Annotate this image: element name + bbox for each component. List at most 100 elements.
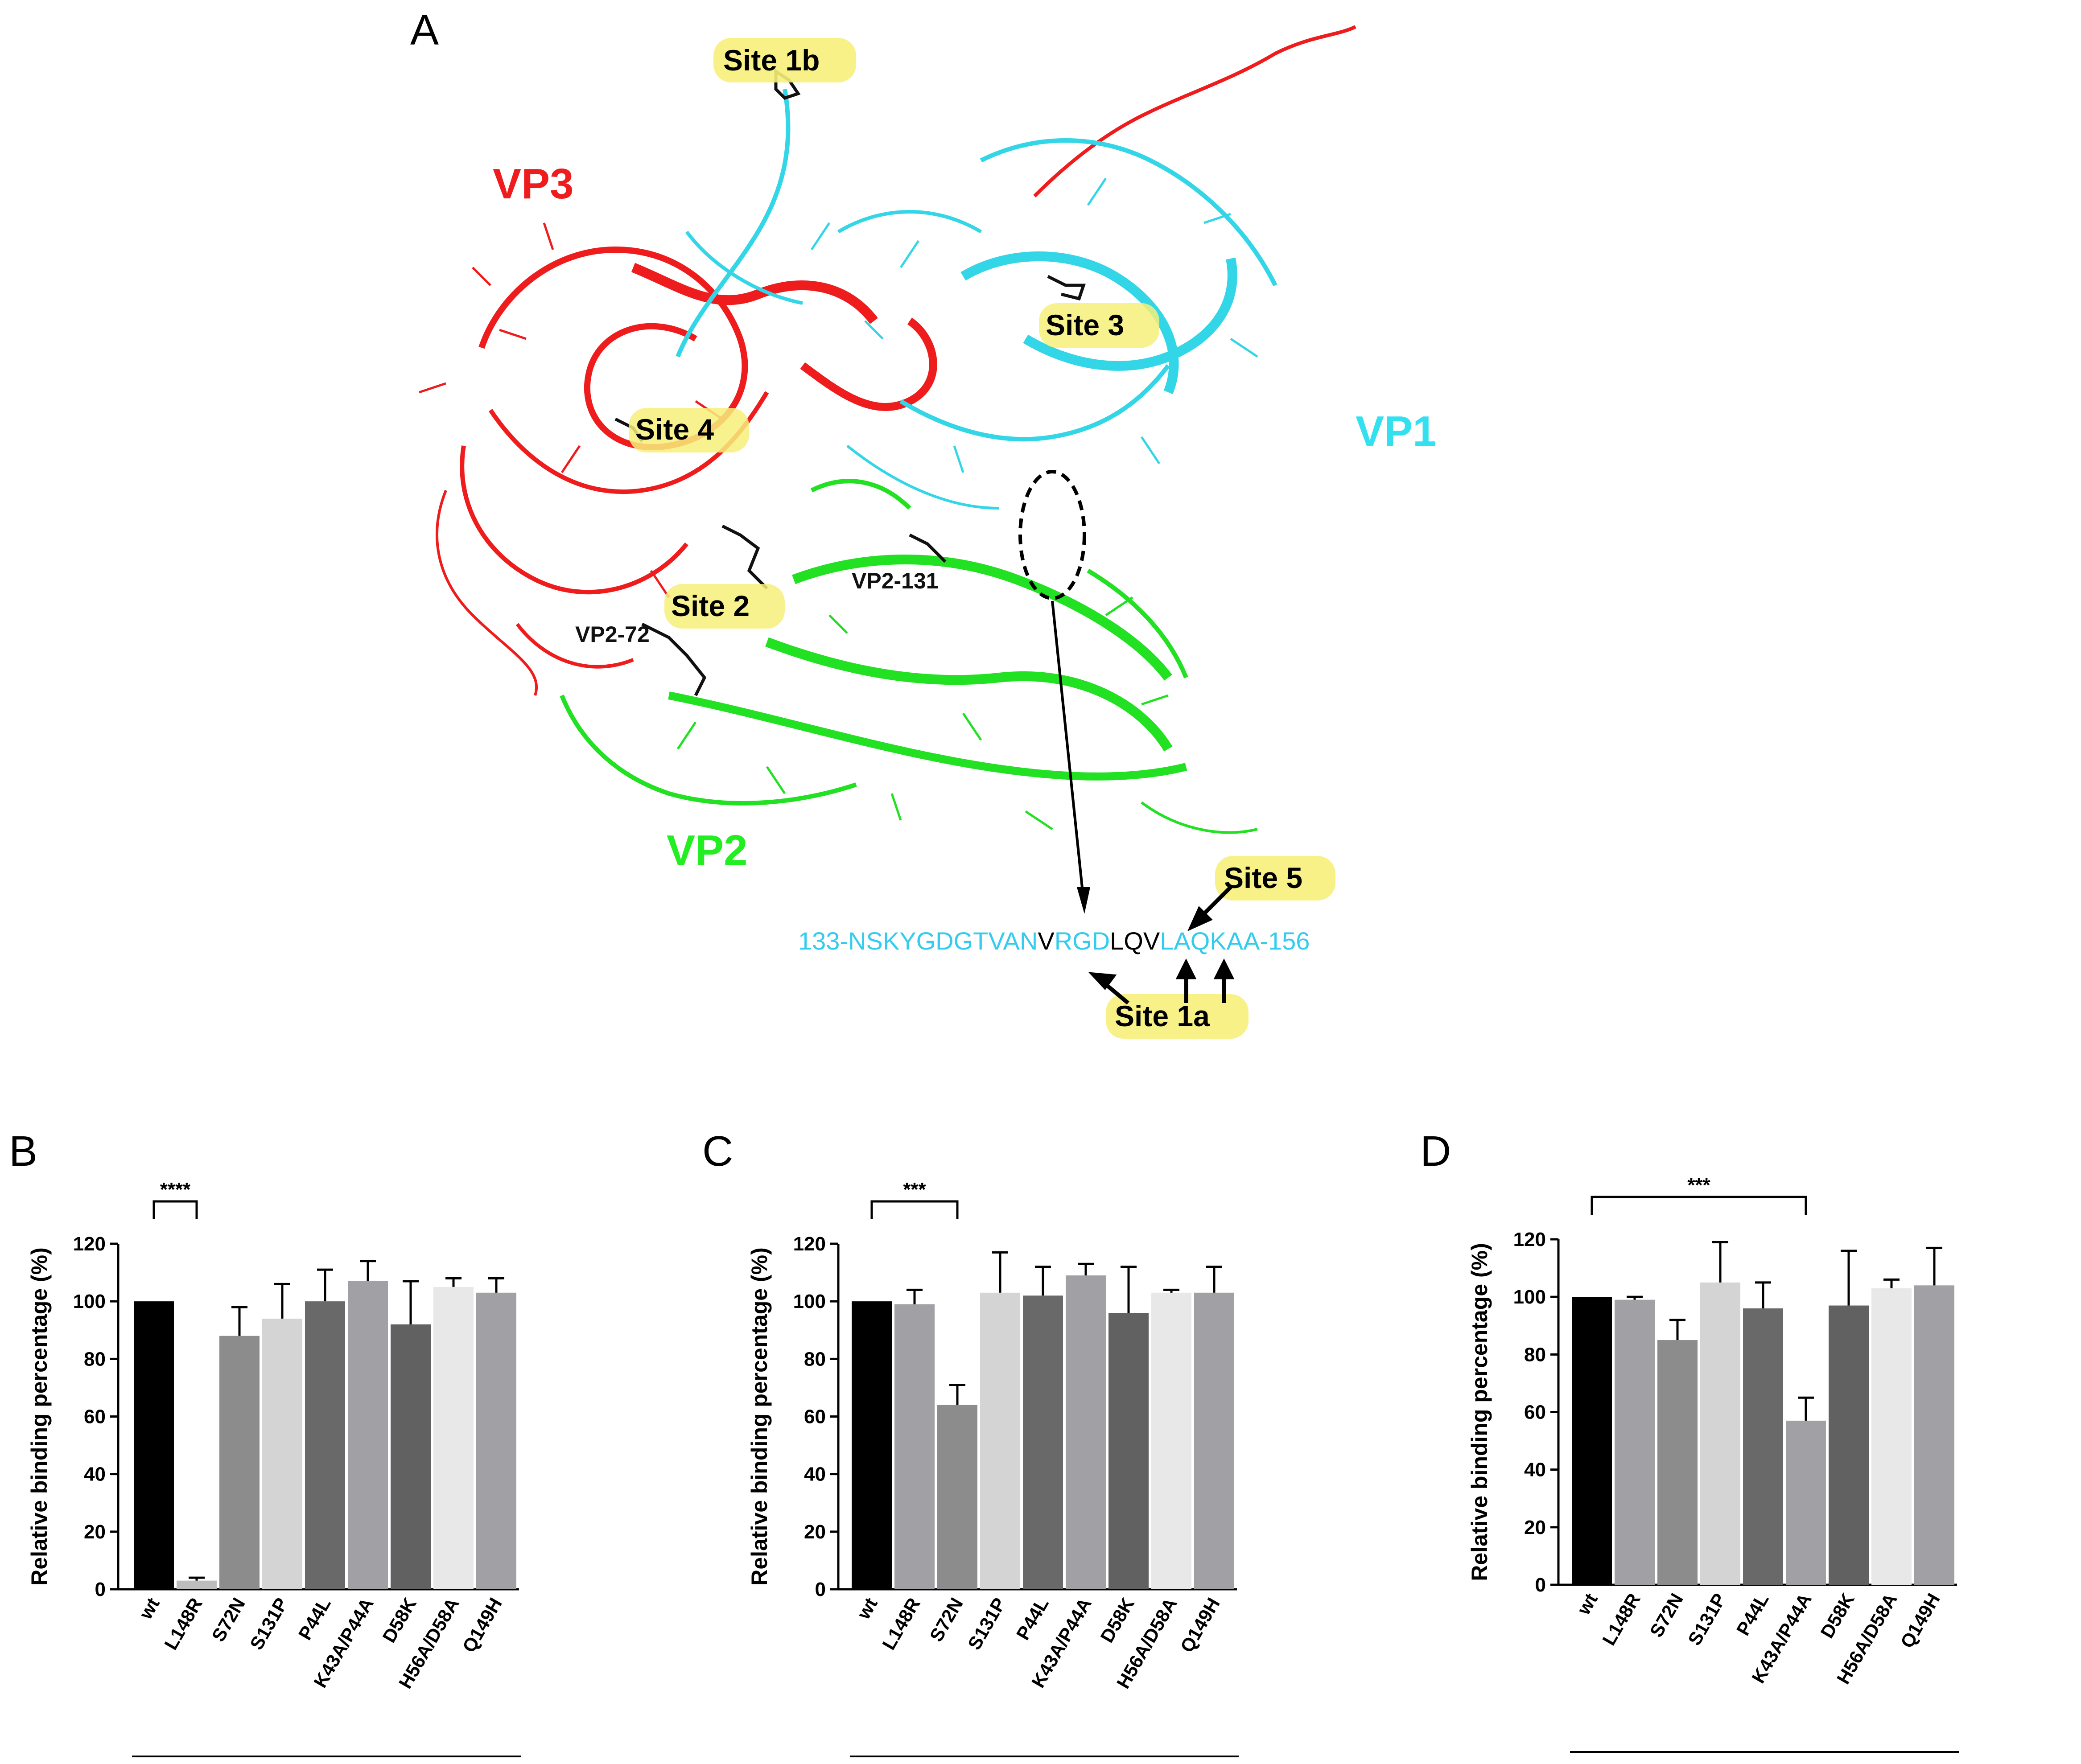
category-label: P44L: [294, 1594, 335, 1643]
significance-label: ****: [160, 1179, 191, 1201]
y-tick-label: 100: [793, 1291, 826, 1312]
bar-l148r: [1615, 1299, 1655, 1585]
svg-text:Site 2: Site 2: [671, 589, 750, 622]
panel-letter-d: D: [1420, 1127, 1451, 1175]
bar-q149h: [1194, 1292, 1234, 1589]
panel-letter-b: B: [9, 1127, 37, 1175]
site-2-label: Site 2: [664, 584, 785, 629]
y-tick-label: 20: [1524, 1517, 1546, 1538]
significance-bracket: [152, 1200, 198, 1219]
panel-letter-a: A: [410, 6, 439, 54]
category-label: L148R: [878, 1594, 924, 1653]
y-tick-label: 20: [804, 1521, 826, 1543]
bar-h56a-d58a: [1151, 1292, 1191, 1589]
bar-k43a-p44a: [1786, 1420, 1826, 1585]
vp2-structure: [560, 479, 1258, 834]
bar-d58k: [1108, 1313, 1149, 1589]
bar-d58k: [1829, 1305, 1869, 1585]
category-label: L148R: [160, 1594, 206, 1653]
y-tick-label: 80: [84, 1348, 106, 1370]
bar-l148r: [177, 1580, 217, 1589]
svg-text:Site 1a: Site 1a: [1115, 999, 1210, 1032]
category-label: D58K: [1096, 1594, 1138, 1646]
panel-a: A: [410, 6, 1436, 1039]
y-tick-label: 0: [95, 1579, 106, 1600]
y-tick-label: 0: [815, 1579, 826, 1600]
category-label: S131P: [246, 1594, 292, 1653]
highlight-residues: [614, 68, 1086, 696]
bar-k43a-p44a: [348, 1281, 388, 1589]
bar-h56a-d58a: [1871, 1288, 1912, 1585]
category-label: S72N: [1646, 1590, 1687, 1641]
bar-p44l: [1743, 1308, 1783, 1585]
vp1-structure: [676, 89, 1277, 510]
bar-p44l: [305, 1301, 345, 1589]
chain-label-vp2: VP2: [667, 826, 747, 874]
category-label: D58K: [1816, 1590, 1858, 1642]
y-tick-label: 100: [73, 1291, 106, 1312]
y-tick-label: 100: [1513, 1286, 1546, 1308]
y-tick-label: 60: [84, 1406, 106, 1428]
category-label: Q149H: [1176, 1594, 1224, 1656]
svg-text:Site 4: Site 4: [635, 413, 714, 446]
bar-wt: [852, 1301, 892, 1589]
bar-s72n: [219, 1336, 260, 1589]
bar-wt: [1572, 1297, 1612, 1585]
panel-letter-c: C: [702, 1127, 733, 1175]
loop-highlight-ellipse: [1018, 470, 1086, 600]
bar-p44l: [1023, 1295, 1063, 1589]
residue-label-vp2-131: VP2-131: [852, 568, 939, 593]
category-label: P44L: [1732, 1590, 1773, 1639]
svg-text:Site 5: Site 5: [1224, 861, 1302, 894]
chart-d: D Relative binding percentage (%) 0 20 40 60 8…: [1420, 1127, 1959, 1753]
loop-pointer-arrow: [1051, 600, 1085, 901]
category-label: wt: [135, 1594, 164, 1623]
y-tick-label: 120: [793, 1233, 826, 1255]
y-tick-label: 40: [1524, 1459, 1546, 1481]
bar-s131p: [980, 1292, 1020, 1589]
category-label: wt: [1573, 1590, 1602, 1619]
bar-wt: [134, 1301, 174, 1589]
y-tick-label: 120: [73, 1233, 106, 1255]
bar-s131p: [262, 1318, 302, 1589]
y-axis-title: Relative binding percentage (%): [27, 1247, 52, 1585]
residue-label-vp2-72: VP2-72: [575, 622, 650, 647]
category-label: P44L: [1012, 1594, 1053, 1643]
y-axis-title: Relative binding percentage (%): [747, 1247, 772, 1585]
svg-text:Site 1b: Site 1b: [723, 44, 820, 77]
significance-bracket: [1591, 1196, 1807, 1215]
loop-pointer-arrowhead: [1077, 887, 1090, 914]
significance-label: ***: [903, 1179, 926, 1201]
sequence-lqv: LQV: [1110, 927, 1160, 955]
sequence-prefix: 133-NSKYGDGTVAN: [798, 927, 1038, 955]
bar-q149h: [476, 1292, 516, 1589]
category-label: D58K: [378, 1594, 420, 1646]
bar-h56a-d58a: [433, 1287, 474, 1589]
site-arrows: [1088, 885, 1235, 1005]
y-tick-label: 20: [84, 1521, 106, 1543]
sequence-rgd: RGD: [1055, 927, 1110, 955]
y-tick-label: 120: [1513, 1229, 1546, 1250]
chart-b: B Relative binding percentage (%) 0 20 40 60 8…: [9, 1127, 521, 1757]
bar-l148r: [894, 1304, 935, 1589]
site-5-label: Site 5: [1215, 856, 1335, 901]
category-label: S131P: [1684, 1590, 1730, 1649]
category-label: S72N: [926, 1594, 967, 1645]
site-1b-label: Site 1b: [713, 38, 856, 82]
chain-label-vp1: VP1: [1356, 407, 1436, 455]
bar-d58k: [391, 1324, 431, 1589]
category-label: Q149H: [458, 1594, 506, 1656]
category-label: wt: [853, 1594, 882, 1623]
significance-bracket: [870, 1200, 959, 1219]
y-tick-label: 40: [84, 1464, 106, 1485]
y-tick-label: 40: [804, 1464, 826, 1485]
bar-k43a-p44a: [1066, 1275, 1106, 1589]
site-4-label: Site 4: [629, 408, 749, 452]
y-tick-label: 80: [1524, 1344, 1546, 1365]
y-tick-label: 60: [804, 1406, 826, 1428]
category-label: Q149H: [1896, 1590, 1944, 1652]
chain-label-vp3: VP3: [493, 160, 573, 208]
sequence-text: 133-NSKYGDGTVANVRGDLQVLAQKAA-156: [798, 927, 1310, 955]
svg-text:Site 3: Site 3: [1046, 308, 1124, 341]
